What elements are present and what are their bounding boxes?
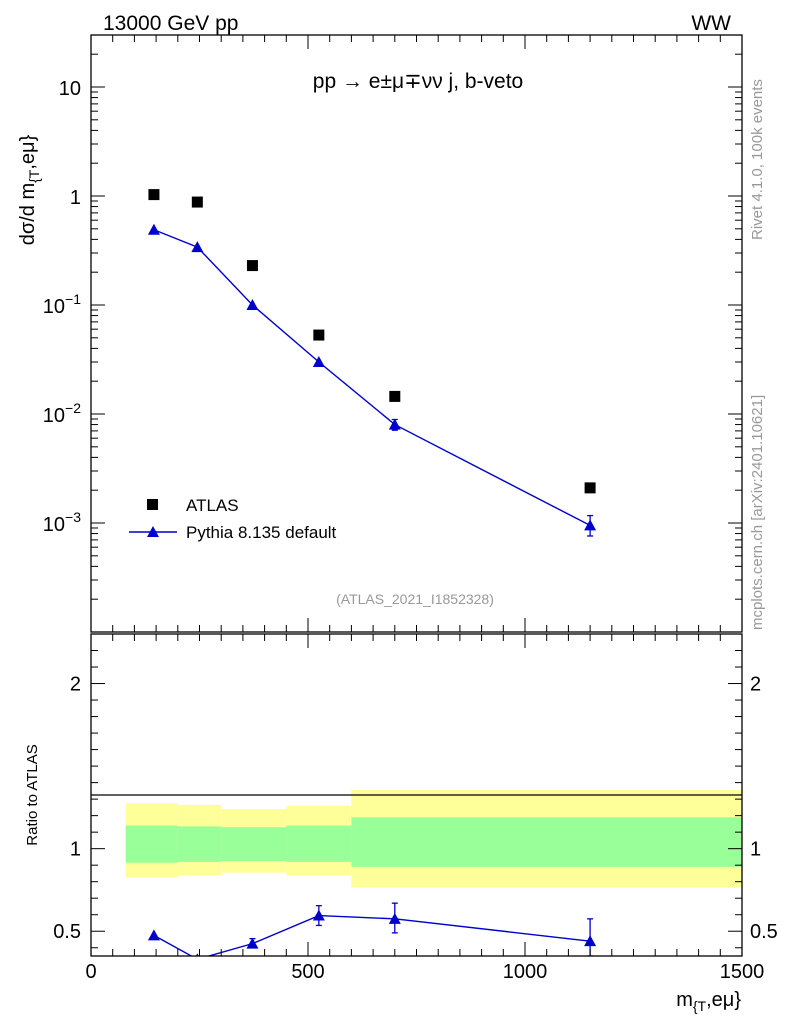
main-y-tick-label: 10 bbox=[59, 78, 81, 100]
ylabel-suffix: ,eμ} bbox=[17, 134, 39, 169]
pythia-point bbox=[191, 241, 204, 253]
tick-base: 10 bbox=[43, 296, 65, 318]
pythia-point bbox=[584, 519, 597, 531]
main-panel-frame bbox=[90, 34, 743, 633]
legend-pythia-label: Pythia 8.135 default bbox=[186, 523, 337, 542]
ratio-pythia-point bbox=[584, 935, 597, 947]
ratio-pythia-point bbox=[147, 929, 160, 941]
ratio-inner-band bbox=[351, 817, 742, 867]
ratio-y-tick-labels: 0.5 0.5 1 1 2 2 bbox=[53, 674, 778, 944]
process-title: pp → e±μ∓νν j, b-veto bbox=[313, 70, 523, 93]
legend-atlas-marker bbox=[147, 499, 158, 510]
ratio-pythia-point bbox=[388, 912, 401, 924]
ratio-axis-ticks bbox=[90, 634, 743, 956]
ratio-y-tick-label-left: 0.5 bbox=[53, 921, 81, 943]
ratio-inner-band bbox=[125, 825, 178, 863]
tick-exponent: −2 bbox=[65, 400, 81, 416]
main-y-tick-label: 10−1 bbox=[43, 291, 81, 318]
pythia-point bbox=[246, 299, 259, 311]
legend-pythia-marker bbox=[147, 526, 159, 537]
xlabel-prefix: m bbox=[676, 989, 693, 1011]
x-axis-label: m{T,eμ} bbox=[676, 989, 741, 1014]
x-tick-label: 500 bbox=[291, 961, 324, 983]
header-process-label: WW bbox=[691, 12, 731, 35]
ratio-y-axis-label: Ratio to ATLAS bbox=[24, 744, 41, 845]
ylabel-sub: {T bbox=[26, 169, 42, 183]
pythia-point bbox=[312, 355, 325, 367]
x-tick-label: 0 bbox=[85, 961, 96, 983]
analysis-id-label: (ATLAS_2021_I1852328) bbox=[336, 591, 494, 607]
main-series-group bbox=[147, 189, 597, 537]
ratio-uncertainty-bands bbox=[125, 790, 742, 888]
main-y-axis-label: dσ/d m{T,eμ} bbox=[17, 134, 42, 245]
ratio-y-tick-label-left: 1 bbox=[70, 839, 81, 861]
atlas-point bbox=[148, 189, 160, 201]
ratio-series-group bbox=[147, 902, 597, 956]
mcplots-source-label: mcplots.cern.ch [arXiv:2401.10621] bbox=[749, 395, 766, 630]
main-axis-ticks bbox=[90, 34, 743, 633]
atlas-point bbox=[584, 482, 596, 494]
ratio-y-tick-label-right: 1 bbox=[750, 839, 761, 861]
ratio-inner-band bbox=[221, 827, 287, 862]
xlabel-suffix: ,eμ} bbox=[706, 989, 741, 1011]
atlas-point bbox=[246, 260, 258, 272]
header-energy-label: 13000 GeV pp bbox=[103, 12, 238, 35]
ratio-pythia-point bbox=[246, 937, 259, 949]
xlabel-sub: {T bbox=[693, 998, 707, 1014]
atlas-point bbox=[191, 196, 203, 208]
tick-base: 10 bbox=[43, 405, 65, 427]
main-y-tick-label: 1 bbox=[70, 187, 81, 209]
tick-exponent: −1 bbox=[65, 291, 81, 307]
x-tick-label: 1500 bbox=[720, 961, 765, 983]
legend: ATLAS Pythia 8.135 default bbox=[129, 496, 337, 542]
main-y-tick-label: 10−3 bbox=[43, 509, 81, 536]
tick-exponent: −3 bbox=[65, 509, 81, 525]
ratio-pythia-point bbox=[195, 953, 199, 956]
main-y-tick-label: 10−2 bbox=[43, 400, 81, 427]
ratio-pythia-line bbox=[153, 914, 591, 956]
x-tick-labels: 0 500 1000 1500 bbox=[85, 961, 764, 983]
ratio-inner-band bbox=[177, 826, 222, 862]
ratio-inner-band bbox=[286, 825, 352, 862]
ratio-y-tick-label-left: 2 bbox=[70, 674, 81, 696]
x-tick-label: 1000 bbox=[503, 961, 548, 983]
pythia-line bbox=[153, 229, 591, 527]
pythia-point bbox=[147, 223, 160, 235]
rivet-version-label: Rivet 4.1.0, 100k events bbox=[749, 79, 766, 240]
pythia-point bbox=[388, 418, 401, 430]
ylabel-prefix: dσ/d m bbox=[17, 183, 39, 245]
atlas-point bbox=[389, 390, 401, 402]
ratio-y-tick-label-right: 0.5 bbox=[750, 921, 778, 943]
legend-atlas-label: ATLAS bbox=[186, 496, 239, 515]
tick-base: 10 bbox=[43, 514, 65, 536]
ratio-y-tick-label-right: 2 bbox=[750, 674, 761, 696]
atlas-point bbox=[313, 329, 325, 341]
ratio-pythia-point bbox=[312, 909, 325, 921]
